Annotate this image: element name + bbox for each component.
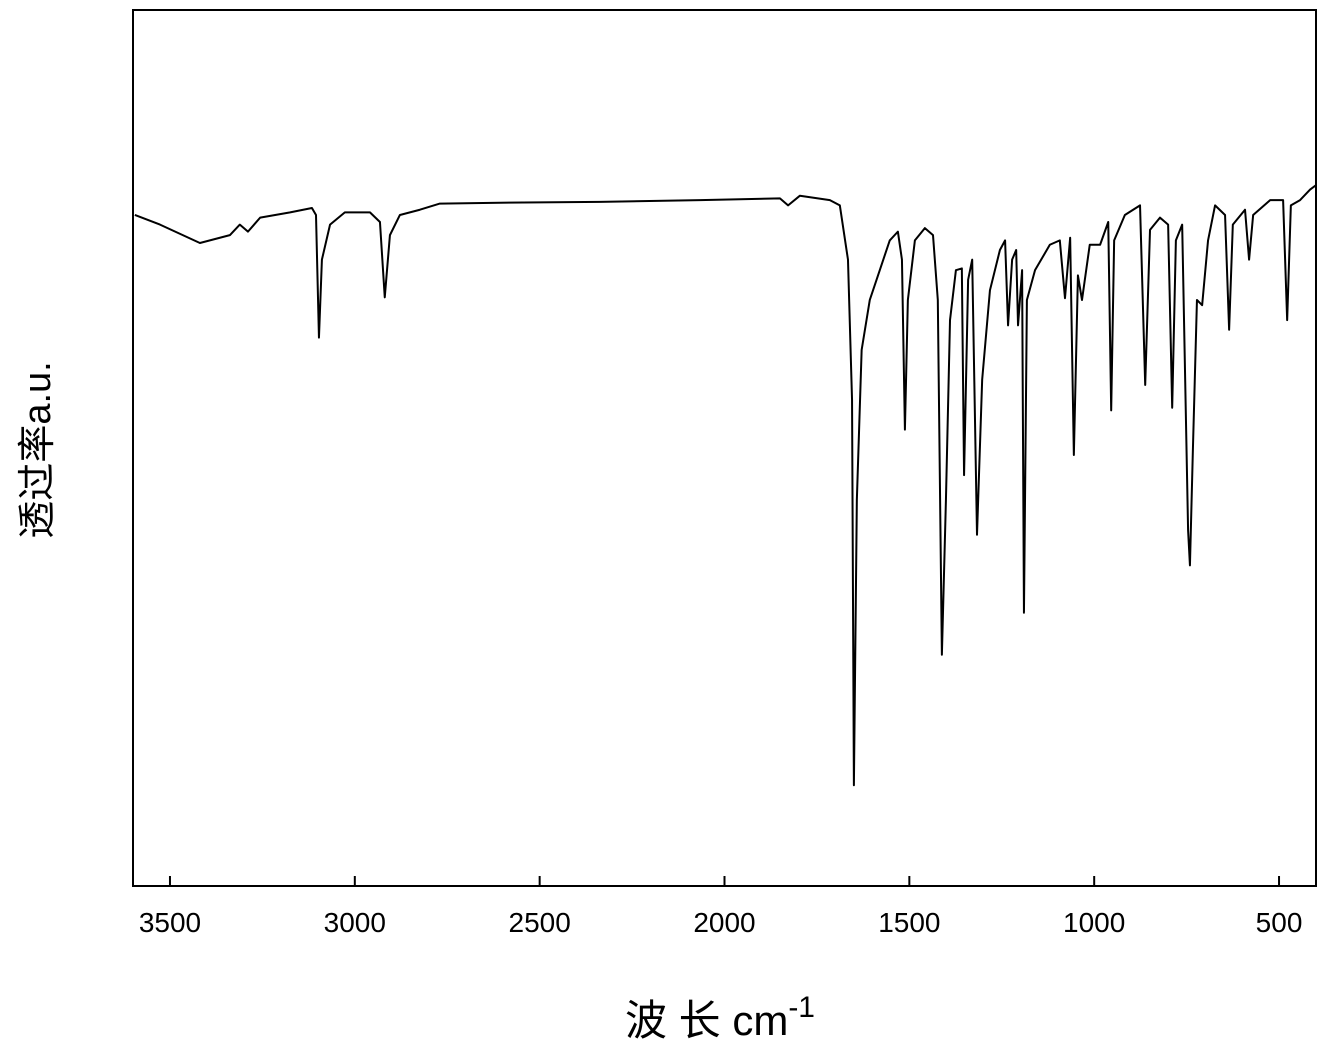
x-tick-label: 1500 xyxy=(878,907,940,938)
x-tick-label: 3500 xyxy=(139,907,201,938)
x-axis-label: 波 长 cm-1 xyxy=(625,991,815,1044)
x-axis-label-superscript: -1 xyxy=(788,991,815,1024)
x-axis-label-main: 波 长 cm xyxy=(625,997,788,1044)
x-tick-label: 500 xyxy=(1256,907,1303,938)
x-tick-label: 3000 xyxy=(324,907,386,938)
plot-frame xyxy=(132,9,1317,887)
x-tick-label: 2000 xyxy=(693,907,755,938)
x-tick-label: 1000 xyxy=(1063,907,1125,938)
y-axis-label: 透过率a.u. xyxy=(17,361,59,538)
spectrum-line xyxy=(134,184,1317,787)
x-tick-label: 2500 xyxy=(509,907,571,938)
